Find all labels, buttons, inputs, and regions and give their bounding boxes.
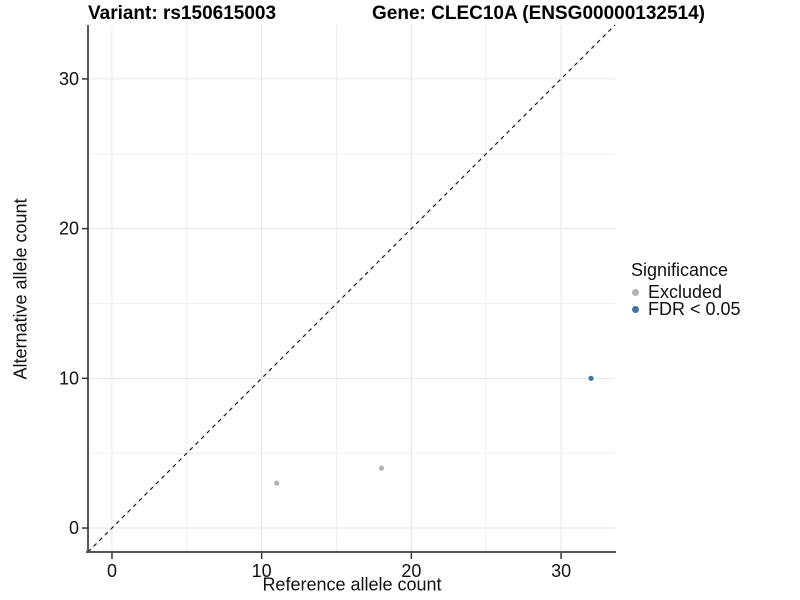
y-tick-label: 0 <box>69 518 79 538</box>
axis-tick-marks <box>82 78 562 559</box>
plot-title-variant: Variant: rs150615003 <box>88 3 277 24</box>
identity-line <box>87 24 616 553</box>
data-point-excluded <box>274 480 280 486</box>
legend: Significance Excluded FDR < 0.05 <box>628 260 741 319</box>
legend-item-excluded: Excluded <box>628 282 741 302</box>
legend-dot-excluded <box>632 289 639 296</box>
x-tick-label: 30 <box>551 561 571 581</box>
x-tick-label: 0 <box>107 561 117 581</box>
legend-dot-fdr <box>632 306 639 313</box>
x-axis-title: Reference allele count <box>262 574 442 595</box>
plot-title-gene: Gene: CLEC10A (ENSG00000132514) <box>372 3 706 24</box>
legend-title: Significance <box>631 260 729 280</box>
axis-tick-labels: 0 10 20 30 0 10 20 30 <box>59 69 571 581</box>
major-gridlines <box>88 25 615 552</box>
legend-item-fdr: FDR < 0.05 <box>628 299 741 319</box>
legend-label-fdr: FDR < 0.05 <box>648 299 741 319</box>
data-point-fdr-0-05 <box>588 375 594 381</box>
y-tick-label: 30 <box>59 69 79 89</box>
identity-dashed-line <box>87 24 616 553</box>
data-points <box>274 375 594 486</box>
data-point-excluded <box>378 465 385 471</box>
x-tick-label: 20 <box>401 561 421 581</box>
legend-label-excluded: Excluded <box>648 282 723 302</box>
y-tick-label: 20 <box>59 219 79 239</box>
minor-gridlines <box>88 25 615 552</box>
axis-lines <box>86 25 616 553</box>
x-tick-label: 10 <box>252 561 272 581</box>
y-tick-label: 10 <box>59 368 79 388</box>
